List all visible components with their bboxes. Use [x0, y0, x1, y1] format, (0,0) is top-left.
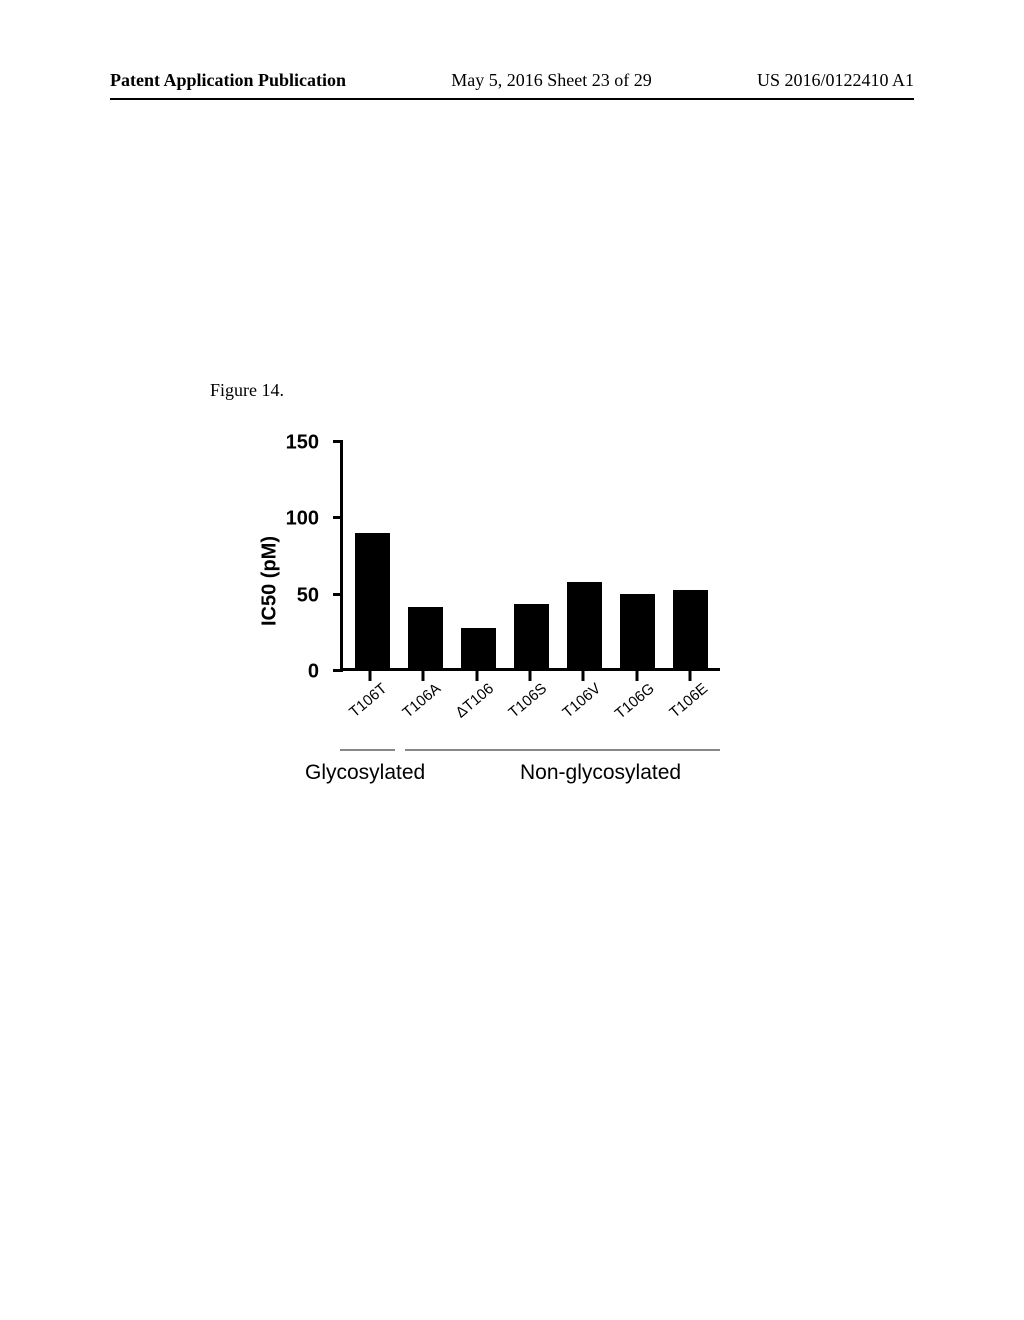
- figure-caption: Figure 14.: [210, 380, 810, 401]
- group-label-glycosylated: Glycosylated: [305, 761, 425, 785]
- header-sheet-info: May 5, 2016 Sheet 23 of 29: [451, 70, 651, 91]
- x-label-wrap: ΔT106: [459, 674, 494, 744]
- bar-t106t: [355, 533, 390, 668]
- x-label-wrap: T106G: [619, 674, 654, 744]
- x-label-wrap: T106V: [566, 674, 601, 744]
- figure-container: Figure 14. IC50 (pM) 150 100 50 0: [210, 380, 810, 721]
- group-line-nonglycosylated: [405, 749, 720, 751]
- y-tick-label: 150: [286, 432, 319, 455]
- y-tick-label: 50: [297, 585, 319, 608]
- x-tick: [422, 671, 425, 681]
- bar-t106v: [567, 582, 602, 668]
- header-publication: Patent Application Publication: [110, 70, 346, 91]
- x-label: T106E: [666, 680, 711, 721]
- x-label: T106G: [611, 680, 657, 723]
- y-tick: 100: [333, 516, 343, 519]
- group-line-glycosylated: [340, 749, 395, 751]
- bar-chart: IC50 (pM) 150 100 50 0: [280, 441, 740, 721]
- x-label: ΔT106: [452, 680, 497, 721]
- x-tick: [368, 671, 371, 681]
- x-tick: [475, 671, 478, 681]
- bar-t106s: [514, 604, 549, 668]
- x-tick: [582, 671, 585, 681]
- bar-dt106: [461, 628, 496, 668]
- x-tick: [635, 671, 638, 681]
- x-label-wrap: T106T: [352, 674, 387, 744]
- x-label-wrap: T106E: [673, 674, 708, 744]
- y-tick: 150: [333, 440, 343, 443]
- y-tick-label: 0: [308, 661, 319, 684]
- y-tick: 0: [333, 669, 343, 672]
- x-tick: [689, 671, 692, 681]
- x-label-wrap: T106S: [512, 674, 547, 744]
- x-labels: T106T T106A ΔT106 T106S T106V T106G: [340, 674, 720, 744]
- group-label-nonglycosylated: Non-glycosylated: [520, 761, 681, 785]
- header-divider: [110, 98, 914, 100]
- plot-area: 150 100 50 0: [340, 441, 720, 671]
- bar-t106e: [673, 590, 708, 668]
- y-tick: 50: [333, 593, 343, 596]
- header-patent-number: US 2016/0122410 A1: [757, 70, 914, 91]
- x-tick: [528, 671, 531, 681]
- bar-t106g: [620, 594, 655, 668]
- x-label: T106A: [399, 680, 444, 721]
- y-tick-label: 100: [286, 508, 319, 531]
- x-label: T106S: [506, 680, 551, 721]
- page-header: Patent Application Publication May 5, 20…: [0, 70, 1024, 91]
- y-axis-label: IC50 (pM): [259, 536, 282, 626]
- x-label-wrap: T106A: [405, 674, 440, 744]
- x-label: T106T: [346, 680, 390, 721]
- bar-t106a: [408, 607, 443, 668]
- bars-container: [343, 441, 720, 668]
- x-label: T106V: [559, 680, 604, 721]
